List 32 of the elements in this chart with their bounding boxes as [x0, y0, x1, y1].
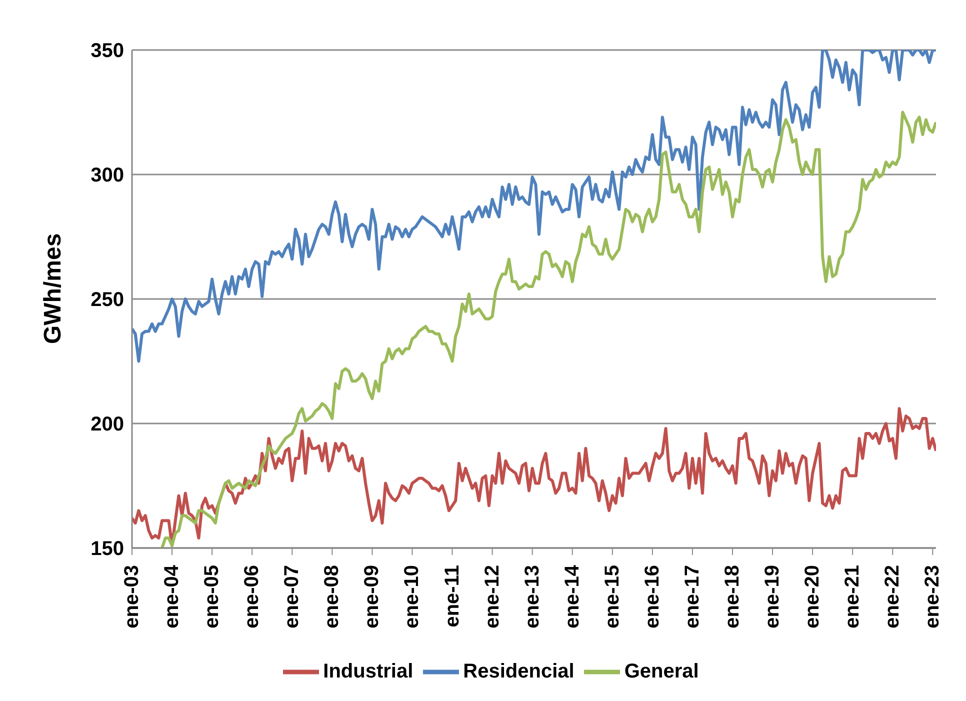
- x-tick-label: ene-16: [641, 565, 664, 628]
- x-tick-label: ene-12: [481, 565, 504, 628]
- legend-label: Industrial: [323, 660, 414, 682]
- x-tick-label: ene-15: [601, 565, 624, 628]
- legend-label: Residencial: [463, 660, 574, 682]
- x-tick-label: ene-17: [681, 565, 704, 628]
- x-tick-label: ene-10: [401, 565, 424, 628]
- x-tick-label: ene-05: [201, 565, 224, 628]
- y-axis-title: GWh/mes: [40, 233, 67, 344]
- x-tick-label: ene-07: [281, 565, 304, 628]
- legend-label: General: [624, 660, 699, 682]
- x-tick-label: ene-19: [762, 565, 784, 628]
- y-tick-label: 300: [90, 164, 124, 187]
- x-tick-label: ene-04: [161, 564, 184, 628]
- line-series: [160, 110, 936, 548]
- x-tick-label: ene-03: [121, 565, 143, 628]
- x-tick-label: ene-08: [321, 565, 344, 628]
- x-tick-label: ene-06: [241, 565, 264, 628]
- y-tick-label: 250: [90, 289, 124, 312]
- x-tick-label: ene-20: [802, 565, 824, 628]
- x-tick-label: ene-13: [521, 565, 544, 628]
- x-tick-label: ene-22: [882, 565, 904, 628]
- x-tick-label: ene-23: [922, 565, 944, 628]
- y-tick-label: 350: [90, 40, 124, 62]
- x-tick-label: ene-14: [561, 564, 584, 628]
- x-tick-label: ene-11: [441, 565, 464, 628]
- y-tick-label: 200: [90, 414, 124, 436]
- x-tick-label: ene-21: [842, 565, 864, 628]
- x-tick-label: ene-18: [722, 565, 744, 628]
- line-series: [132, 50, 936, 363]
- x-tick-label: ene-09: [361, 565, 384, 628]
- y-tick-label: 150: [90, 538, 124, 560]
